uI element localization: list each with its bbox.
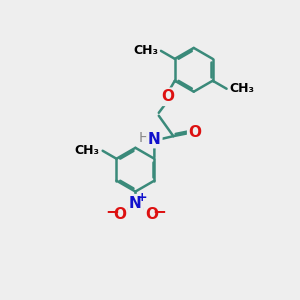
Text: N: N bbox=[148, 132, 161, 147]
Text: O: O bbox=[161, 89, 174, 104]
Text: CH₃: CH₃ bbox=[133, 44, 158, 57]
Text: +: + bbox=[136, 191, 147, 205]
Text: O: O bbox=[189, 125, 202, 140]
Text: −: − bbox=[153, 202, 166, 220]
Text: H: H bbox=[139, 130, 149, 145]
Text: N: N bbox=[129, 196, 142, 211]
Text: −: − bbox=[105, 202, 119, 220]
Text: O: O bbox=[145, 207, 158, 222]
Text: CH₃: CH₃ bbox=[75, 144, 100, 157]
Text: CH₃: CH₃ bbox=[230, 82, 254, 95]
Text: O: O bbox=[113, 207, 126, 222]
